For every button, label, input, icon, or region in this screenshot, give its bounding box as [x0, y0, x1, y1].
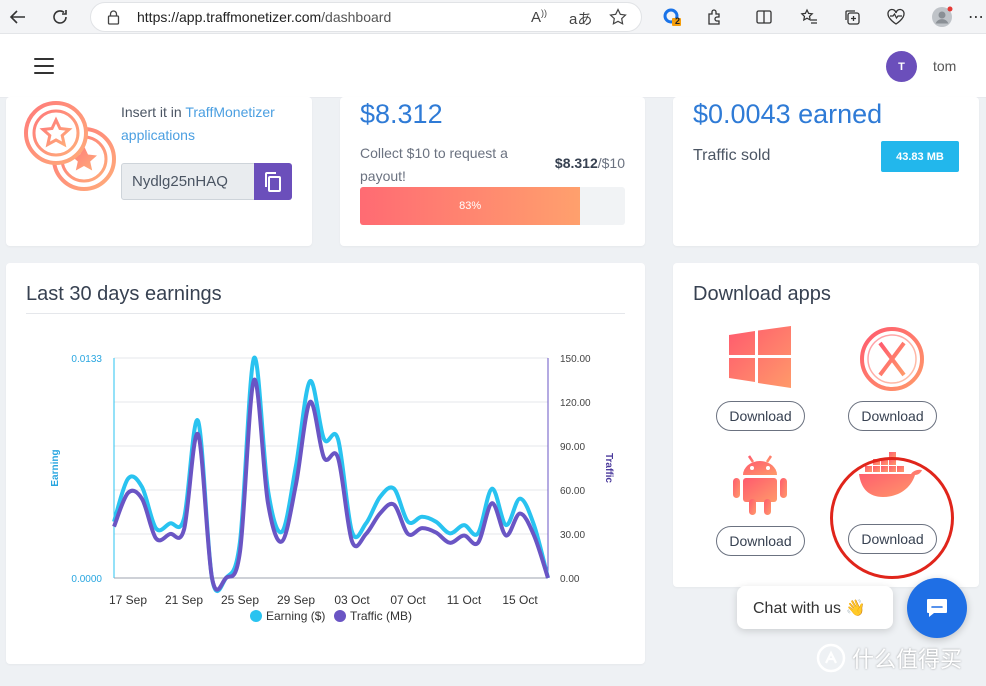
puzzle-extensions-icon[interactable] [703, 5, 727, 29]
traffic-sold-label: Traffic sold [693, 147, 771, 164]
chat-button[interactable] [907, 578, 967, 638]
x-tick-label: 07 Oct [390, 593, 426, 607]
user-avatar[interactable]: T [886, 51, 917, 82]
traffic-sold-badge: 43.83 MB [881, 141, 959, 172]
chart-divider [26, 313, 625, 314]
health-heart-icon[interactable] [884, 5, 908, 29]
download-apps-title: Download apps [693, 283, 831, 305]
hamburger-menu-icon[interactable] [34, 58, 54, 74]
browser-toolbar: https://app.traffmonetizer.com/dashboard… [0, 0, 986, 34]
more-menu-icon[interactable]: ⋯ [968, 9, 984, 26]
y-right-tick-label: 120.00 [560, 398, 591, 409]
referral-card: Insert it in TraffMonetizer applications… [6, 97, 312, 246]
app-header: T tom [0, 34, 986, 98]
favorite-star-icon[interactable] [609, 8, 627, 30]
chat-icon [927, 599, 947, 617]
legend-marker [250, 610, 262, 622]
address-bar[interactable]: https://app.traffmonetizer.com/dashboard… [90, 2, 642, 32]
y-left-tick-label: 0.0000 [71, 574, 102, 585]
referral-instructions: Insert it in TraffMonetizer applications [121, 104, 275, 143]
x-tick-label: 15 Oct [502, 593, 538, 607]
copy-icon [265, 171, 281, 192]
refresh-icon[interactable] [48, 5, 72, 29]
x-tick-label: 17 Sep [109, 593, 147, 607]
android-icon [733, 455, 787, 515]
y-right-tick-label: 30.00 [560, 530, 585, 541]
coins-icon [24, 101, 116, 191]
x-tick-label: 21 Sep [165, 593, 203, 607]
traffmonetizer-link[interactable]: TraffMonetizer [185, 104, 275, 120]
y-right-tick-label: 150.00 [560, 354, 591, 365]
split-screen-icon[interactable] [752, 5, 776, 29]
progress-fill: 83% [360, 187, 581, 225]
legend-label: Traffic (MB) [350, 609, 412, 623]
collections-icon[interactable] [840, 5, 864, 29]
payout-goal: $8.312/$10 [554, 155, 625, 171]
windows-icon [729, 326, 791, 388]
earned-amount: $0.0043 earned [693, 99, 883, 129]
user-name[interactable]: tom [933, 58, 957, 74]
chat-with-us-label[interactable]: Chat with us 👋 [737, 586, 893, 629]
download-android-button[interactable]: Download [716, 526, 805, 556]
back-arrow-icon[interactable] [6, 5, 30, 29]
y-left-axis-title: Earning [50, 449, 61, 486]
macos-icon [860, 327, 924, 391]
series-line-traffic [112, 377, 550, 592]
highlight-circle [830, 457, 954, 579]
read-aloud-icon[interactable]: A)) [531, 8, 548, 26]
favorites-list-icon[interactable] [797, 5, 821, 29]
y-left-tick-label: 0.0133 [71, 354, 102, 365]
series-line-earning [112, 355, 550, 594]
payout-info: Collect $10 to request a payout! [360, 145, 508, 184]
x-tick-label: 25 Sep [221, 593, 259, 607]
x-tick-label: 29 Sep [277, 593, 315, 607]
balance-amount: $8.312 [360, 99, 443, 129]
download-macos-button[interactable]: Download [848, 401, 937, 431]
y-right-axis-title: Traffic [603, 453, 614, 483]
download-windows-button[interactable]: Download [716, 401, 805, 431]
lock-icon [107, 10, 120, 30]
earnings-line-chart: 0.00 30.00 60.00 90.00 120.00 150.00 0.0000 0.0… [50, 354, 614, 623]
y-right-tick-label: 0.00 [560, 574, 580, 585]
applications-link[interactable]: applications [121, 127, 195, 143]
balance-card: $8.312 Collect $10 to request a payout! … [340, 97, 645, 246]
referral-code-field[interactable]: Nydlg25nHAQ [121, 163, 255, 200]
url-text: https://app.traffmonetizer.com/dashboard [137, 9, 392, 25]
y-right-tick-label: 90.00 [560, 442, 585, 453]
watermark: 什么值得买 [816, 642, 962, 674]
profile-avatar-icon[interactable] [930, 5, 954, 29]
watermark-logo-icon [816, 643, 846, 673]
earnings-chart-card: Last 30 days earnings 0.00 30.00 60.00 90.0… [6, 263, 645, 664]
payout-progress-bar: 83% [360, 187, 625, 225]
y-right-tick-label: 60.00 [560, 486, 585, 497]
chart-title: Last 30 days earnings [26, 283, 222, 305]
x-tick-label: 11 Oct [447, 593, 482, 607]
extension-q-icon[interactable]: 2 [660, 5, 684, 29]
legend-label: Earning ($) [266, 609, 325, 623]
translate-icon[interactable]: aあ [569, 11, 593, 28]
x-tick-label: 03 Oct [334, 593, 370, 607]
legend-marker [334, 610, 346, 622]
copy-button[interactable] [254, 163, 292, 200]
earned-card: $0.0043 earned Traffic sold 43.83 MB [673, 97, 979, 246]
